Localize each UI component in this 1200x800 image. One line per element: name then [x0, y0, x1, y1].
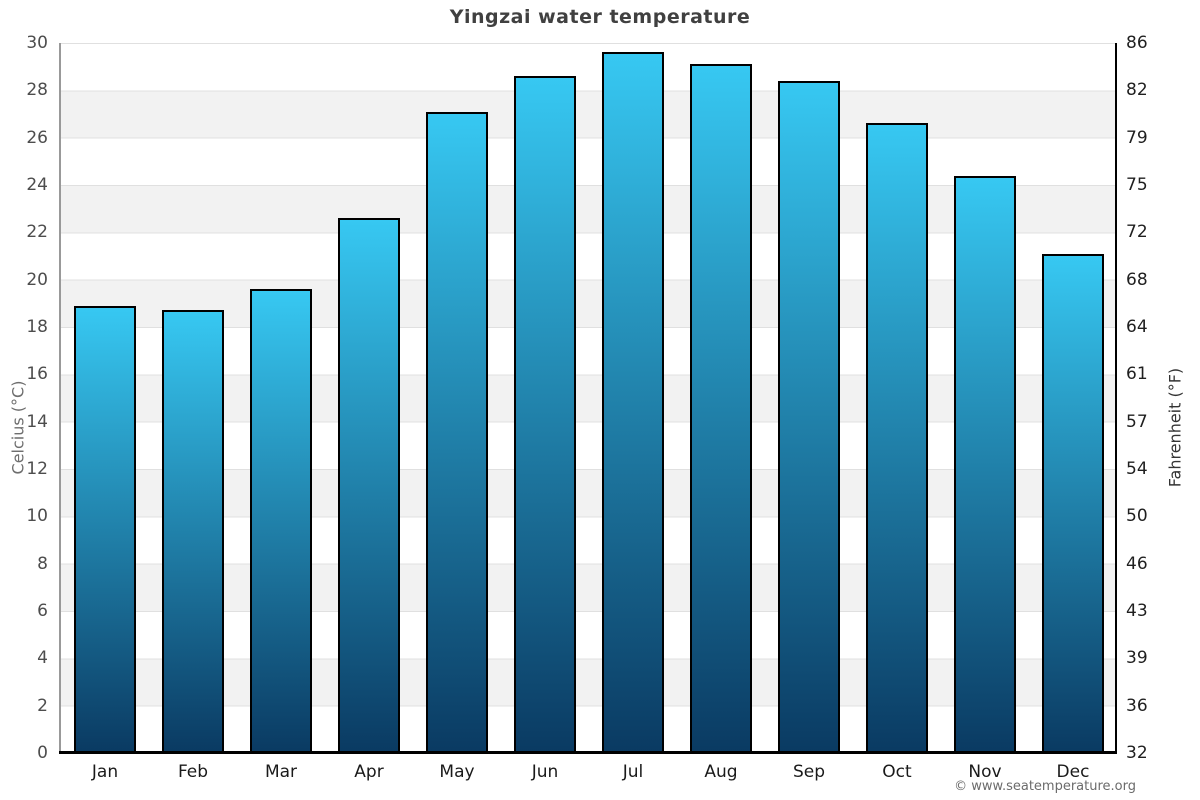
month-label-mar: Mar	[264, 762, 298, 782]
month-label-sep: Sep	[792, 762, 826, 782]
month-label-jan: Jan	[91, 762, 119, 782]
fahrenheit-tick-36: 36	[1126, 695, 1148, 716]
fahrenheit-axis-title: Fahrenheit (°F)	[1165, 367, 1185, 488]
bar-oct[interactable]	[866, 123, 928, 753]
fahrenheit-tick-54: 54	[1126, 459, 1148, 479]
fahrenheit-tick-64: 64	[1126, 317, 1148, 337]
bar-jan[interactable]	[74, 305, 136, 753]
bar-feb[interactable]	[162, 310, 224, 753]
fahrenheit-tick-75: 75	[1126, 175, 1148, 195]
celsius-tick-24: 24	[26, 175, 48, 195]
celsius-tick-8: 8	[37, 553, 48, 574]
fahrenheit-tick-32: 32	[1126, 743, 1148, 763]
month-label-jul: Jul	[622, 762, 644, 782]
celsius-tick-26: 26	[26, 127, 48, 148]
fahrenheit-tick-72: 72	[1126, 222, 1148, 243]
celsius-tick-18: 18	[26, 317, 48, 337]
celsius-tick-22: 22	[26, 222, 48, 243]
month-label-oct: Oct	[882, 762, 912, 782]
copyright-watermark: © www.seatemperature.org	[954, 779, 1136, 794]
fahrenheit-tick-39: 39	[1126, 648, 1148, 669]
fahrenheit-tick-57: 57	[1126, 411, 1148, 432]
bar-jun[interactable]	[514, 76, 576, 753]
celsius-tick-30: 30	[26, 33, 48, 53]
bar-sep[interactable]	[778, 80, 840, 753]
month-label-aug: Aug	[704, 762, 738, 782]
celsius-tick-28: 28	[26, 80, 48, 101]
month-label-jun: Jun	[531, 762, 559, 782]
month-label-may: May	[439, 762, 475, 782]
month-label-nov: Nov	[968, 762, 1002, 782]
bar-mar[interactable]	[250, 289, 312, 753]
celsius-tick-16: 16	[26, 364, 48, 385]
celsius-tick-20: 20	[26, 269, 48, 290]
bar-apr[interactable]	[338, 218, 400, 753]
fahrenheit-tick-86: 86	[1126, 33, 1148, 53]
celsius-tick-10: 10	[26, 506, 48, 527]
month-label-feb: Feb	[177, 762, 209, 782]
celsius-tick-12: 12	[26, 459, 48, 479]
bar-may[interactable]	[426, 111, 488, 753]
celsius-tick-14: 14	[26, 411, 48, 432]
fahrenheit-tick-46: 46	[1126, 553, 1148, 574]
bar-jul[interactable]	[602, 52, 664, 753]
fahrenheit-tick-68: 68	[1126, 269, 1148, 290]
chart-title: Yingzai water temperature	[449, 6, 751, 28]
fahrenheit-tick-82: 82	[1126, 80, 1148, 101]
fahrenheit-tick-61: 61	[1126, 364, 1148, 385]
fahrenheit-tick-43: 43	[1126, 601, 1148, 621]
bar-dec[interactable]	[1042, 253, 1104, 753]
celsius-tick-2: 2	[37, 695, 48, 716]
bar-nov[interactable]	[954, 175, 1016, 753]
fahrenheit-tick-79: 79	[1126, 127, 1148, 148]
celsius-tick-6: 6	[37, 601, 48, 621]
x-axis-line	[59, 751, 1117, 754]
celsius-axis-line	[59, 43, 61, 753]
celsius-tick-4: 4	[37, 648, 48, 669]
celsius-tick-0: 0	[37, 743, 48, 763]
celsius-axis-title: Celcius (°C)	[8, 380, 28, 475]
bar-aug[interactable]	[690, 64, 752, 753]
plot-area	[61, 43, 1117, 753]
fahrenheit-axis-line	[1115, 43, 1117, 753]
fahrenheit-tick-50: 50	[1126, 506, 1148, 527]
month-label-dec: Dec	[1056, 762, 1090, 782]
month-label-apr: Apr	[354, 762, 384, 782]
